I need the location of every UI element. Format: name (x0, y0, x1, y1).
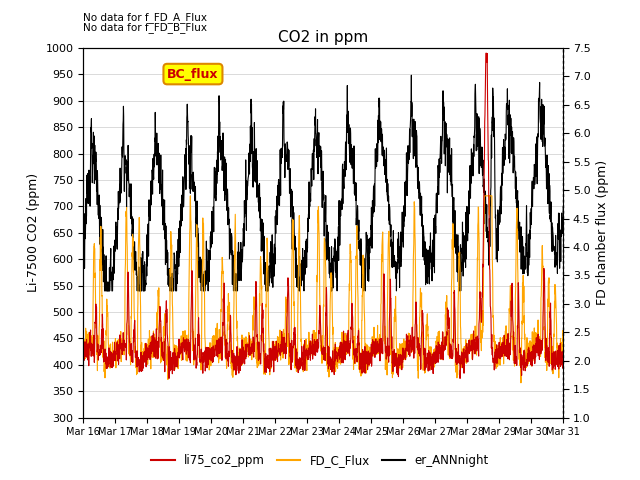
Text: No data for f_FD_B_Flux: No data for f_FD_B_Flux (83, 22, 207, 33)
Y-axis label: Li-7500 CO2 (ppm): Li-7500 CO2 (ppm) (27, 173, 40, 292)
Legend: li75_co2_ppm, FD_C_Flux, er_ANNnight: li75_co2_ppm, FD_C_Flux, er_ANNnight (146, 449, 494, 472)
Text: BC_flux: BC_flux (167, 68, 219, 81)
Text: No data for f_FD_A_Flux: No data for f_FD_A_Flux (83, 12, 207, 23)
Y-axis label: FD chamber flux (ppm): FD chamber flux (ppm) (596, 160, 609, 305)
Title: CO2 in ppm: CO2 in ppm (278, 30, 369, 46)
